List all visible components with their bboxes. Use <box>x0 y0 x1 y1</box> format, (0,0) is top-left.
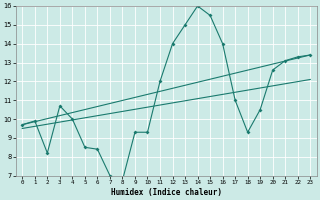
X-axis label: Humidex (Indice chaleur): Humidex (Indice chaleur) <box>111 188 222 197</box>
